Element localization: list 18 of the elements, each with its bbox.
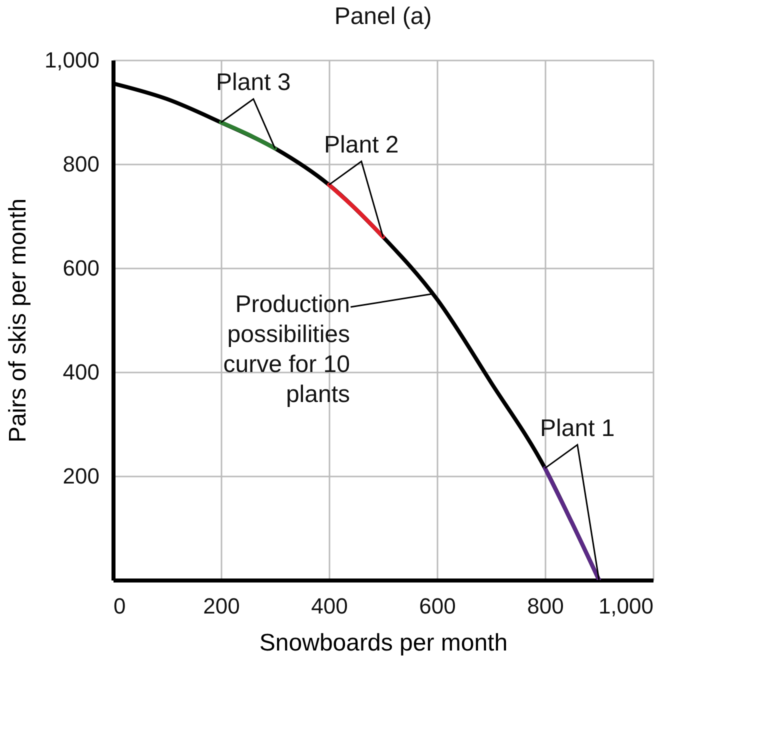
x-axis-title: Snowboards per month (259, 630, 508, 656)
x-tick-label: 600 (419, 594, 456, 618)
annotation: Production possibilities curve for 10 plants (223, 291, 350, 408)
x-tick-label: 800 (527, 594, 564, 618)
series-label: Plant 3 (216, 69, 291, 96)
y-tick-label: 400 (62, 360, 100, 384)
y-tick-label: 600 (62, 256, 100, 280)
series-label: Plant 1 (540, 414, 615, 442)
y-axis-title: Pairs of skis per month (4, 198, 32, 443)
y-tick-label: 200 (62, 464, 100, 488)
x-tick-label: 1,000 (598, 594, 654, 618)
x-tick-label: 0 (114, 594, 126, 618)
y-tick-label: 800 (62, 152, 100, 176)
x-tick-label: 200 (203, 594, 240, 618)
chart-title: Panel (a) (334, 3, 432, 30)
series-label: Plant 2 (324, 131, 399, 158)
y-tick-label: 1,000 (44, 48, 100, 72)
x-tick-label: 400 (311, 594, 348, 618)
